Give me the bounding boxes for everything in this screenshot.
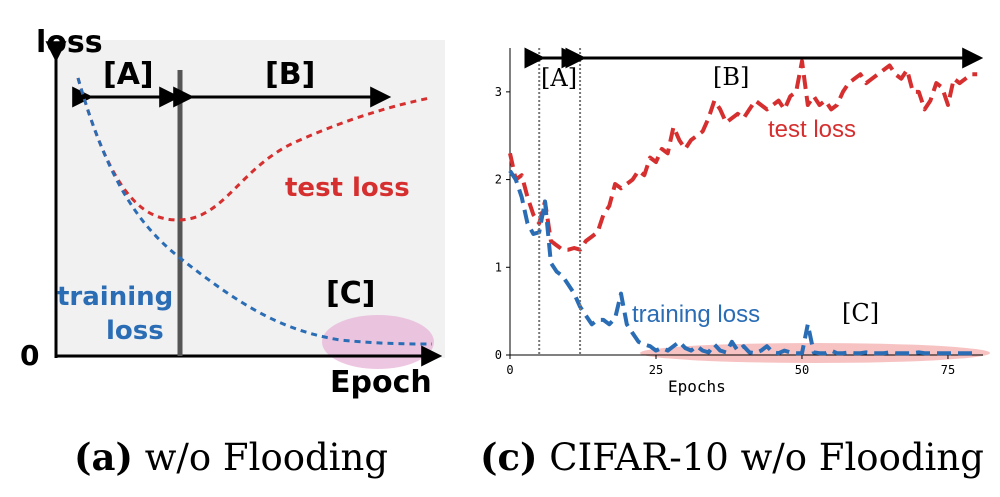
panel-a-training-loss-curve: [76, 77, 433, 346]
panel-a-training-loss-label-2: loss: [106, 316, 164, 346]
panel-c-region-a-label: [A]: [541, 64, 577, 92]
panel-a-zero-label: 0: [20, 339, 39, 372]
x-tick-label: 50: [795, 363, 809, 377]
panel-c-series: [508, 59, 978, 356]
region-a-label: [A]: [103, 57, 154, 92]
panel-c-chart: 0 25 50 75 0 1 2 3 [A] [B] [C] test loss traini…: [495, 47, 990, 396]
y-tick-label: 0: [495, 348, 502, 362]
x-tick-label: 75: [941, 363, 955, 377]
panel-a-test-loss-label: test loss: [285, 173, 410, 203]
panel-c-training-loss-label: training loss: [632, 301, 760, 328]
panel-c-x-axis-label: Epochs: [668, 377, 726, 396]
caption-c-letter: (c): [480, 435, 538, 479]
panel-a-schematic: loss 0 Epoch [A] [B] [C] test loss train…: [20, 25, 445, 400]
caption-a-text: w/o Flooding: [133, 436, 388, 479]
panel-a-training-loss-label: training: [57, 282, 173, 312]
panel-c-region-b-label: [B]: [713, 63, 749, 91]
x-tick-label: 25: [649, 363, 663, 377]
panel-a-test-loss-curve: [76, 77, 431, 222]
test-loss-line: [508, 59, 978, 252]
training-loss-line: [508, 169, 978, 356]
caption-a-letter: (a): [74, 435, 133, 479]
caption-c: (c) CIFAR-10 w/o Flooding: [480, 435, 984, 479]
region-b-label: [B]: [265, 57, 315, 92]
panel-c-region-c-label: [C]: [842, 299, 879, 327]
caption-c-text: CIFAR-10 w/o Flooding: [538, 436, 984, 479]
panel-c-ticks: 0 25 50 75 0 1 2 3: [495, 85, 955, 377]
y-tick-label: 2: [495, 173, 502, 187]
panel-c-regions: [524, 47, 984, 355]
x-tick-label: 0: [506, 363, 513, 377]
caption-a: (a) w/o Flooding: [74, 435, 388, 479]
panel-a-y-axis-label: loss: [36, 25, 103, 60]
panel-c-test-loss-label: test loss: [768, 116, 856, 143]
y-tick-label: 3: [495, 85, 502, 99]
region-c-label: [C]: [326, 276, 375, 311]
panel-a-x-axis-label: Epoch: [330, 365, 432, 400]
y-tick-label: 1: [495, 260, 502, 274]
